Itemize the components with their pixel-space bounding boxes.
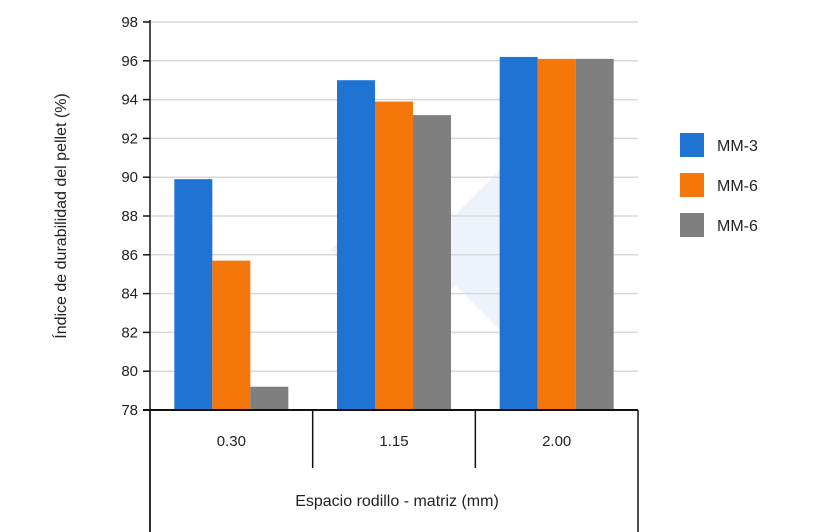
legend-label: MM-6	[717, 218, 758, 235]
x-axis-label: Espacio rodillo - matriz (mm)	[295, 493, 499, 510]
bar	[212, 260, 251, 410]
y-tick-label: 78	[121, 402, 138, 419]
y-tick-label: 98	[121, 14, 138, 31]
y-axis-label: Índice de durabilidad del pellet (%)	[51, 93, 70, 338]
y-tick-label: 88	[121, 208, 138, 225]
bar	[375, 101, 413, 410]
y-tick-label: 86	[121, 247, 138, 264]
y-tick-label: 94	[121, 92, 138, 109]
y-tick-label: 80	[121, 363, 138, 380]
legend-label: MM-6	[717, 178, 758, 195]
bar	[174, 179, 213, 410]
x-tick-label: 0.30	[217, 433, 246, 450]
y-tick-label: 92	[121, 130, 138, 147]
bar	[537, 58, 576, 411]
y-tick-label: 96	[121, 53, 138, 70]
bar	[575, 58, 614, 411]
bar	[499, 56, 538, 411]
legend-swatch	[680, 133, 704, 157]
legend-swatch	[680, 173, 704, 197]
legend-swatch	[680, 213, 704, 237]
x-tick-label: 2.00	[542, 433, 571, 450]
bar	[413, 115, 451, 411]
x-tick-label: 1.15	[379, 433, 408, 450]
bar	[250, 386, 289, 410]
bar	[337, 80, 375, 410]
y-tick-label: 84	[121, 286, 138, 303]
y-tick-label: 90	[121, 169, 138, 186]
y-tick-label: 82	[121, 324, 138, 341]
legend-label: MM-3	[717, 138, 758, 155]
